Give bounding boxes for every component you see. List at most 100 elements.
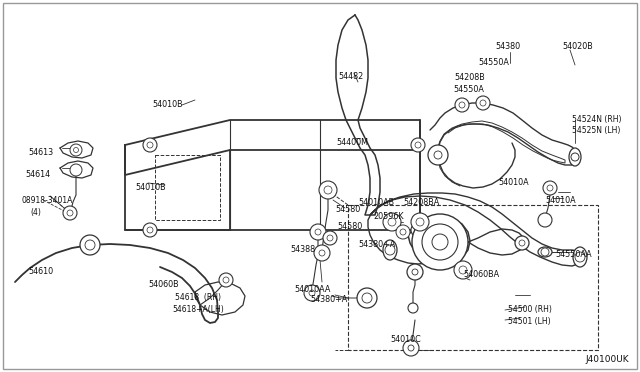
Circle shape xyxy=(143,223,157,237)
Text: J40100UK: J40100UK xyxy=(585,355,628,364)
Ellipse shape xyxy=(383,240,397,260)
Text: 54400M: 54400M xyxy=(336,138,368,147)
Text: 54500 (RH): 54500 (RH) xyxy=(508,305,552,314)
Circle shape xyxy=(459,266,467,274)
Circle shape xyxy=(304,285,320,301)
Circle shape xyxy=(309,290,315,296)
Text: 20596K: 20596K xyxy=(373,212,403,221)
Bar xyxy=(348,205,598,350)
Circle shape xyxy=(428,145,448,165)
Circle shape xyxy=(434,151,442,159)
Circle shape xyxy=(538,213,552,227)
Circle shape xyxy=(383,213,401,231)
Circle shape xyxy=(400,229,406,235)
Text: 54525N (LH): 54525N (LH) xyxy=(572,126,620,135)
Circle shape xyxy=(408,303,418,313)
Text: 54618  (RH): 54618 (RH) xyxy=(175,293,221,302)
Circle shape xyxy=(408,345,414,351)
Circle shape xyxy=(575,252,585,262)
Text: 54208BA: 54208BA xyxy=(403,198,439,207)
Text: 54550A: 54550A xyxy=(453,85,484,94)
Circle shape xyxy=(315,229,321,235)
Text: 54613: 54613 xyxy=(28,148,53,157)
Text: 54614: 54614 xyxy=(25,170,50,179)
Circle shape xyxy=(519,240,525,246)
Circle shape xyxy=(314,245,330,261)
Circle shape xyxy=(412,269,418,275)
Circle shape xyxy=(223,277,229,283)
Text: 54010B: 54010B xyxy=(135,183,166,192)
Text: 54010A: 54010A xyxy=(498,178,529,187)
Text: 54208B: 54208B xyxy=(454,73,484,82)
Text: 54524N (RH): 54524N (RH) xyxy=(572,115,621,124)
Circle shape xyxy=(422,224,458,260)
Circle shape xyxy=(432,234,448,250)
Circle shape xyxy=(412,214,468,270)
Text: 54010A: 54010A xyxy=(545,196,575,205)
Circle shape xyxy=(388,218,396,226)
Text: 54618+A(LH): 54618+A(LH) xyxy=(172,305,224,314)
Circle shape xyxy=(454,261,472,279)
Text: 54380: 54380 xyxy=(495,42,520,51)
Circle shape xyxy=(407,264,423,280)
Text: (4): (4) xyxy=(30,208,41,217)
Text: 54388: 54388 xyxy=(290,245,315,254)
Circle shape xyxy=(323,231,337,245)
Circle shape xyxy=(396,225,410,239)
Circle shape xyxy=(327,235,333,241)
Circle shape xyxy=(70,164,82,176)
Text: 08918-3401A: 08918-3401A xyxy=(22,196,74,205)
Circle shape xyxy=(455,98,469,112)
Text: 54010AB: 54010AB xyxy=(358,198,394,207)
Circle shape xyxy=(543,181,557,195)
Circle shape xyxy=(357,288,377,308)
Circle shape xyxy=(411,223,425,237)
Circle shape xyxy=(415,227,421,233)
Circle shape xyxy=(319,181,337,199)
Circle shape xyxy=(310,224,326,240)
Text: 54482: 54482 xyxy=(338,72,364,81)
Circle shape xyxy=(143,138,157,152)
Circle shape xyxy=(547,185,553,191)
Circle shape xyxy=(541,248,549,256)
Circle shape xyxy=(476,96,490,110)
Circle shape xyxy=(571,153,579,161)
Text: 54380+A: 54380+A xyxy=(310,295,348,304)
Circle shape xyxy=(403,340,419,356)
Circle shape xyxy=(385,245,395,255)
Text: 54380+A: 54380+A xyxy=(358,240,396,249)
Text: 54020B: 54020B xyxy=(562,42,593,51)
Circle shape xyxy=(147,142,153,148)
Text: 54610: 54610 xyxy=(28,267,53,276)
Text: 54060B: 54060B xyxy=(148,280,179,289)
Circle shape xyxy=(480,100,486,106)
Text: 54010AA: 54010AA xyxy=(294,285,330,294)
Circle shape xyxy=(70,144,82,156)
Circle shape xyxy=(515,236,529,250)
Circle shape xyxy=(63,206,77,220)
Circle shape xyxy=(219,273,233,287)
Text: 54580: 54580 xyxy=(335,205,360,214)
Circle shape xyxy=(416,218,424,226)
Circle shape xyxy=(147,227,153,233)
Text: 54060BA: 54060BA xyxy=(463,270,499,279)
Text: 54501 (LH): 54501 (LH) xyxy=(508,317,550,326)
Circle shape xyxy=(362,293,372,303)
Ellipse shape xyxy=(538,247,552,257)
Ellipse shape xyxy=(569,148,581,166)
Circle shape xyxy=(411,213,429,231)
Ellipse shape xyxy=(573,247,587,267)
Text: 54550A: 54550A xyxy=(478,58,509,67)
Text: 54580: 54580 xyxy=(337,222,362,231)
Circle shape xyxy=(411,138,425,152)
Circle shape xyxy=(80,235,100,255)
Circle shape xyxy=(85,240,95,250)
Circle shape xyxy=(319,250,325,256)
Circle shape xyxy=(324,186,332,194)
Text: 54010B: 54010B xyxy=(152,100,182,109)
Circle shape xyxy=(459,102,465,108)
Circle shape xyxy=(74,148,79,153)
Circle shape xyxy=(67,210,73,216)
Text: 54010C: 54010C xyxy=(390,335,420,344)
Text: 54550AA: 54550AA xyxy=(555,250,591,259)
